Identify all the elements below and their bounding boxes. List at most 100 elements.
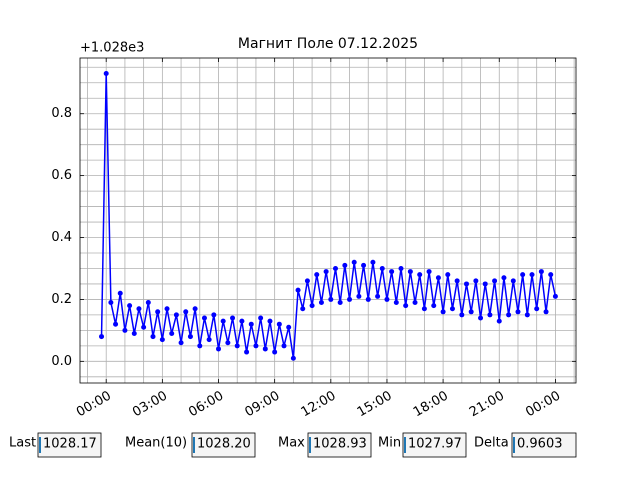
data-point bbox=[239, 318, 245, 324]
data-point bbox=[211, 312, 217, 318]
data-point bbox=[159, 337, 165, 343]
data-point bbox=[431, 303, 437, 309]
data-point bbox=[290, 355, 296, 361]
x-tick-label: 12:00 bbox=[299, 389, 339, 421]
data-point bbox=[375, 293, 381, 299]
data-point bbox=[127, 303, 133, 309]
data-point bbox=[548, 272, 554, 278]
field-value[interactable]: 1028.17 bbox=[43, 437, 97, 452]
data-point bbox=[99, 334, 105, 340]
data-point bbox=[328, 296, 334, 302]
data-point bbox=[520, 272, 526, 278]
data-point bbox=[117, 290, 123, 296]
data-point bbox=[398, 265, 404, 271]
data-point bbox=[473, 278, 479, 284]
text-box[interactable] bbox=[191, 432, 256, 458]
data-point bbox=[220, 318, 226, 324]
data-point bbox=[183, 309, 189, 315]
data-point bbox=[206, 337, 212, 343]
x-tick-label: 09:00 bbox=[242, 389, 282, 421]
data-point bbox=[309, 303, 315, 309]
data-point bbox=[365, 296, 371, 302]
data-point bbox=[464, 281, 470, 287]
data-point bbox=[141, 324, 147, 330]
data-point bbox=[216, 346, 222, 352]
field-value[interactable]: 1028.93 bbox=[313, 437, 367, 452]
data-point bbox=[501, 275, 507, 281]
text-box[interactable] bbox=[511, 432, 577, 458]
data-point bbox=[538, 269, 544, 275]
data-point bbox=[145, 300, 151, 306]
data-point bbox=[286, 324, 292, 330]
data-point bbox=[225, 340, 231, 346]
data-point bbox=[323, 269, 329, 275]
data-point bbox=[262, 346, 268, 352]
data-point bbox=[440, 309, 446, 315]
x-tick-label: 00:00 bbox=[523, 389, 563, 421]
data-point bbox=[435, 275, 441, 281]
data-point bbox=[506, 312, 512, 318]
data-point bbox=[164, 306, 170, 312]
data-point bbox=[155, 309, 161, 315]
data-point bbox=[113, 321, 119, 327]
data-point bbox=[421, 306, 427, 312]
data-point bbox=[337, 300, 343, 306]
data-point bbox=[356, 293, 362, 299]
data-point bbox=[459, 312, 465, 318]
text-box[interactable] bbox=[37, 432, 102, 458]
data-point bbox=[515, 309, 521, 315]
data-point bbox=[543, 309, 549, 315]
data-point bbox=[332, 265, 338, 271]
data-point bbox=[529, 272, 535, 278]
data-point bbox=[478, 315, 484, 321]
data-point bbox=[244, 349, 250, 355]
field-label: Min bbox=[378, 436, 401, 451]
data-point bbox=[426, 269, 432, 275]
x-tick-label: 15:00 bbox=[355, 389, 395, 421]
data-point bbox=[267, 318, 273, 324]
data-point bbox=[534, 306, 540, 312]
data-point bbox=[393, 300, 399, 306]
data-point bbox=[169, 330, 175, 336]
data-point bbox=[412, 300, 418, 306]
data-point bbox=[234, 343, 240, 349]
field-value[interactable]: 1027.97 bbox=[408, 437, 462, 452]
text-box[interactable] bbox=[402, 432, 467, 458]
data-point bbox=[347, 296, 353, 302]
data-point bbox=[403, 303, 409, 309]
data-point bbox=[281, 343, 287, 349]
axes-frame bbox=[79, 57, 577, 384]
field-label: Max bbox=[278, 436, 305, 451]
data-point bbox=[454, 278, 460, 284]
data-point bbox=[445, 272, 451, 278]
y-tick-label: 0.6 bbox=[51, 168, 72, 183]
x-tick-label: 21:00 bbox=[467, 389, 507, 421]
x-tick-label: 00:00 bbox=[74, 389, 114, 421]
data-point bbox=[201, 315, 207, 321]
data-point bbox=[136, 306, 142, 312]
data-point bbox=[197, 343, 203, 349]
data-point bbox=[496, 318, 502, 324]
y-tick-label: 0.8 bbox=[51, 106, 72, 121]
data-point bbox=[276, 321, 282, 327]
y-tick-label: 0.2 bbox=[51, 292, 72, 307]
data-point bbox=[384, 296, 390, 302]
data-point bbox=[468, 309, 474, 315]
data-point bbox=[314, 272, 320, 278]
data-point bbox=[304, 278, 310, 284]
data-point bbox=[370, 259, 376, 265]
field-value[interactable]: 1028.20 bbox=[197, 437, 251, 452]
data-point bbox=[150, 334, 156, 340]
data-point bbox=[361, 262, 367, 268]
data-point bbox=[192, 306, 198, 312]
data-point bbox=[342, 262, 348, 268]
data-point bbox=[295, 287, 301, 293]
data-point bbox=[552, 293, 558, 299]
data-point bbox=[300, 306, 306, 312]
field-value[interactable]: 0.9603 bbox=[517, 437, 563, 452]
data-point bbox=[253, 343, 259, 349]
text-box[interactable] bbox=[307, 432, 372, 458]
x-tick-label: 06:00 bbox=[186, 389, 226, 421]
data-point bbox=[449, 306, 455, 312]
